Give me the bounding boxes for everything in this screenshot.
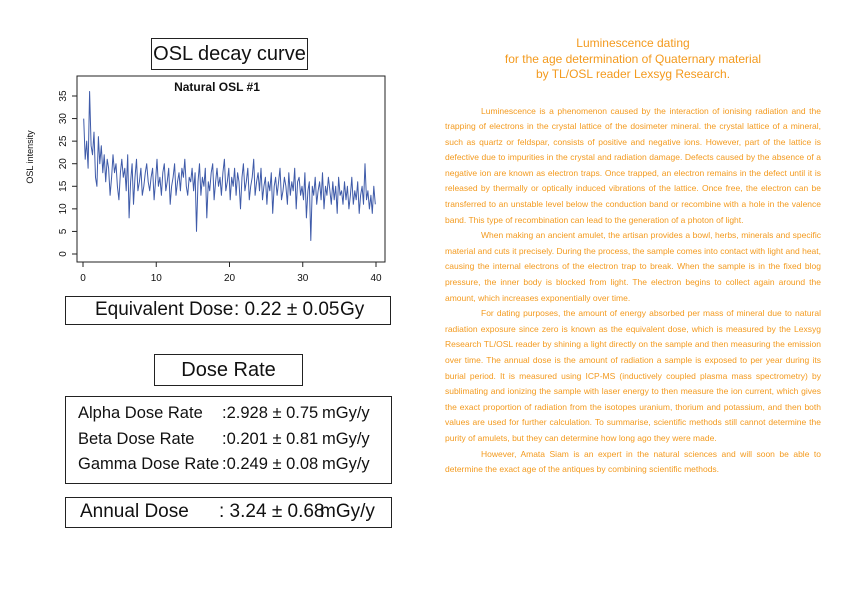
- article-title-line-3: by TL/OSL reader Lexsyg Research.: [535, 67, 731, 81]
- y-tick-label: 20: [58, 158, 69, 170]
- beta-dose-label: Beta Dose Rate: [78, 430, 195, 448]
- beta-dose-unit: mGy/y: [322, 430, 370, 448]
- osl-heading-text: OSL decay curve: [153, 42, 306, 65]
- series-line-1: [83, 91, 376, 241]
- x-tick-label: 40: [370, 273, 382, 284]
- article-title-line-2: for the age determination of Quaternary …: [504, 51, 762, 66]
- osl-decay-chart: Natural OSL #1 0 10 20 30 40 0 5 10 15 20 25 30 35 OSL…: [25, 75, 386, 284]
- article-paragraph-1: Luminescence is a phenomenon caused by t…: [445, 105, 821, 225]
- osl-section-heading: OSL decay curve: [151, 38, 308, 70]
- alpha-dose-label: Alpha Dose Rate: [78, 404, 203, 422]
- dose-rate-heading-text: Dose Rate: [181, 358, 276, 381]
- y-tick-label: 5: [58, 228, 69, 234]
- x-tick-label: 30: [297, 273, 309, 284]
- alpha-dose-unit: mGy/y: [322, 404, 370, 422]
- alpha-dose-value: :2.928 ± 0.75: [222, 404, 319, 422]
- gamma-dose-value: :0.249 ± 0.08: [222, 455, 319, 473]
- gamma-dose-label: Gamma Dose Rate: [78, 455, 220, 473]
- equivalent-dose-box: Equivalent Dose : 0.22 ± 0.05 Gy: [65, 296, 391, 325]
- article-paragraph-4: However, Amata Siam is an expert in the …: [445, 448, 821, 475]
- equivalent-dose-value: : 0.22 ± 0.05: [234, 299, 340, 320]
- article: Luminescence dating for the age determin…: [445, 36, 821, 478]
- article-paragraph-3: For dating purposes, the amount of energ…: [445, 308, 821, 443]
- article-title-line-1: Luminescence dating: [576, 36, 690, 50]
- x-tick-label: 0: [80, 273, 86, 284]
- beta-dose-value: :0.201 ± 0.81: [222, 430, 319, 448]
- plot-frame: [76, 75, 386, 263]
- y-tick-label: 35: [58, 90, 69, 102]
- y-axis-label: OSL intensity: [25, 130, 35, 184]
- dose-rate-box: Alpha Dose Rate :2.928 ± 0.75 mGy/y Beta…: [65, 396, 392, 484]
- equivalent-dose-label: Equivalent Dose: [95, 299, 234, 320]
- annual-dose-value: : 3.24 ± 0.68: [219, 501, 325, 522]
- annual-dose-label: Annual Dose: [80, 501, 189, 522]
- x-tick-label: 20: [224, 273, 236, 284]
- article-body: Luminescence is a phenomenon caused by t…: [445, 104, 821, 478]
- gamma-dose-unit: mGy/y: [322, 455, 370, 473]
- y-tick-label: 30: [58, 113, 69, 125]
- annual-dose-box: Annual Dose : 3.24 ± 0.68 mGy/y: [65, 497, 392, 528]
- article-title: Luminescence dating for the age determin…: [445, 36, 821, 83]
- chart-title: Natural OSL #1: [174, 80, 260, 94]
- dose-rate-heading: Dose Rate: [154, 354, 303, 386]
- annual-dose-unit: mGy/y: [320, 501, 375, 522]
- y-tick-label: 15: [58, 180, 69, 192]
- x-tick-label: 10: [151, 273, 163, 284]
- y-tick-label: 0: [58, 251, 69, 257]
- equivalent-dose-unit: Gy: [340, 299, 365, 320]
- chart-layer: Natural OSL #1 0 10 20 30 40 0 5 10 15 20 25 30 35 OSL…: [25, 75, 386, 284]
- y-tick-label: 25: [58, 135, 69, 147]
- y-tick-label: 10: [58, 203, 69, 215]
- article-paragraph-2: When making an ancient amulet, the artis…: [445, 230, 821, 303]
